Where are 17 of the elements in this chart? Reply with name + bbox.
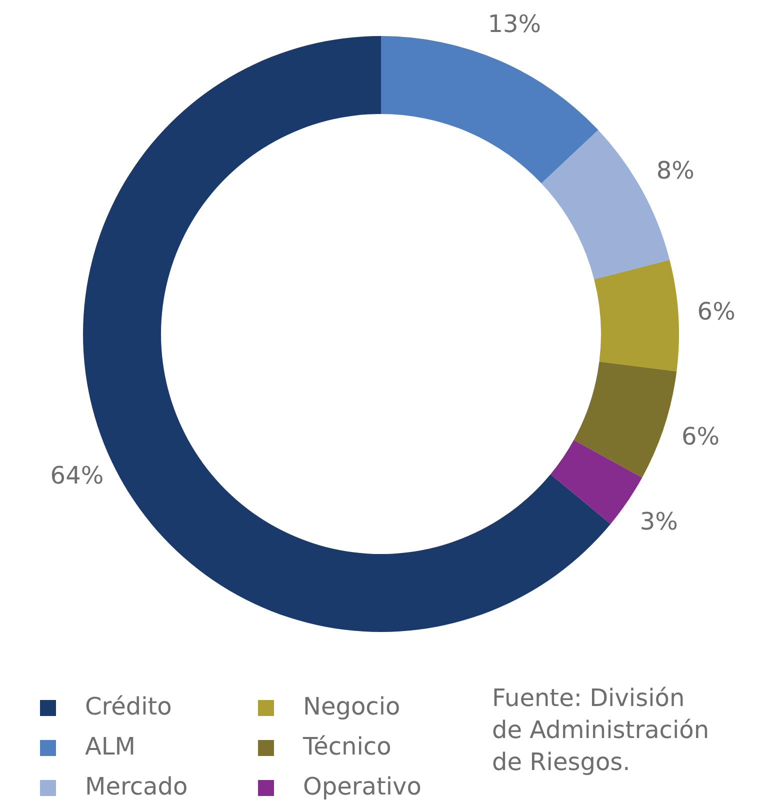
donut-slice bbox=[381, 36, 598, 184]
legend-label: Crédito bbox=[85, 692, 172, 721]
legend-label: ALM bbox=[85, 732, 136, 761]
legend-label: Negocio bbox=[303, 692, 400, 721]
donut-slice bbox=[574, 362, 677, 478]
data-label: 13% bbox=[488, 10, 542, 38]
data-label: 6% bbox=[682, 422, 720, 450]
donut-slice bbox=[550, 440, 642, 524]
source-note: Fuente: División de Administración de Riesgos. bbox=[492, 684, 710, 776]
data-label: 8% bbox=[656, 156, 694, 185]
legend-label: Operativo bbox=[303, 772, 422, 801]
data-label: 64% bbox=[50, 462, 104, 490]
data-label: 6% bbox=[697, 297, 736, 326]
data-label: 3% bbox=[640, 507, 678, 536]
legend-label: Mercado bbox=[85, 772, 188, 801]
donut-slice bbox=[594, 260, 679, 372]
legend-label: Técnico bbox=[302, 732, 392, 761]
